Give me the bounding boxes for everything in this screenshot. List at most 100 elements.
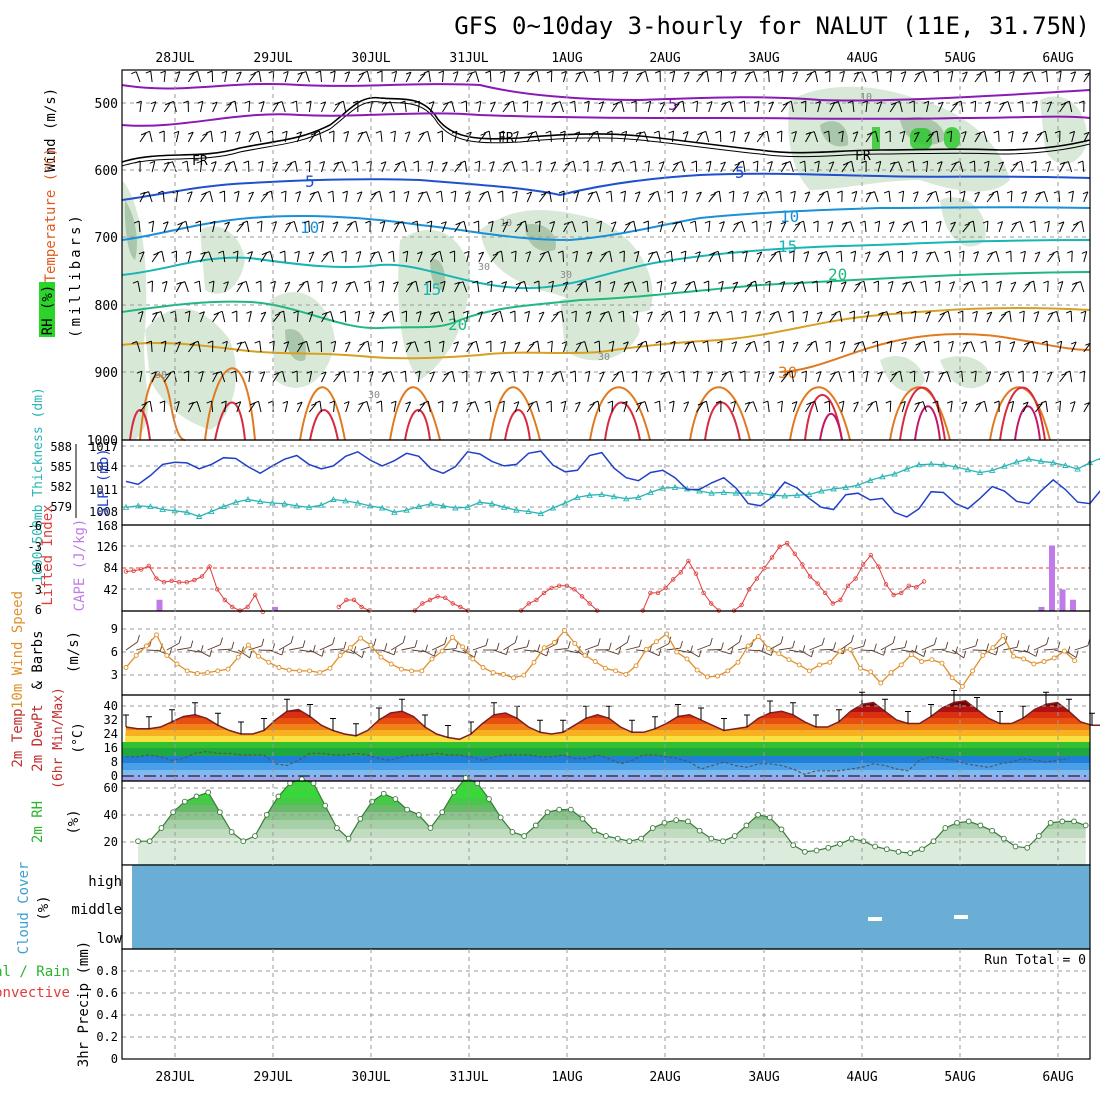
wind-barb (935, 191, 940, 203)
wind-speed-markers (123, 628, 1078, 689)
wind-barb (248, 251, 253, 263)
wind-barb-flag (390, 400, 397, 404)
wind-barb-flag (743, 191, 749, 195)
wind-barb (575, 251, 579, 263)
wind-barb (462, 281, 468, 293)
wind-barb-flag (887, 280, 894, 284)
wind-barb-flag (826, 280, 832, 284)
cape-bar (1059, 589, 1066, 611)
wind-barb (696, 251, 701, 263)
wind-barb-flag (777, 400, 783, 404)
wind-barb-flag (644, 160, 650, 164)
surface-barb (646, 649, 660, 657)
wind-barb (611, 162, 618, 173)
wind-barb-flag (702, 340, 708, 344)
wind-barb-flag (705, 160, 712, 164)
wind-barb (548, 191, 552, 203)
wind-barb (877, 371, 883, 383)
wind-barb (150, 71, 153, 83)
wind-barb (402, 221, 407, 233)
wind-barb (610, 190, 613, 203)
wind-barb-flag (573, 190, 579, 194)
date-label: 31JUL (449, 51, 488, 66)
wind-barb (792, 71, 798, 83)
wind-barb (1071, 401, 1076, 413)
wind-barb (345, 191, 348, 203)
surface-barb (289, 646, 304, 651)
wind-barb-flag (1079, 370, 1085, 374)
lifted-point (176, 580, 182, 585)
contour-label: 5 (305, 172, 315, 191)
wind-barb-flag (497, 190, 503, 194)
wind-barb (172, 161, 177, 173)
wind-barb (478, 160, 481, 173)
wind-barb-flag (683, 71, 690, 75)
wind-barb (853, 401, 859, 413)
wind-barb-flag (688, 280, 695, 284)
wind-barb (187, 131, 194, 143)
wind-barb-flag (318, 220, 324, 224)
surface-barb-flag (1057, 641, 1061, 649)
wind-barb-flag (226, 102, 232, 106)
wind-barb-flag (592, 130, 598, 134)
wind-barb (403, 161, 407, 173)
wind-barb-flag (144, 130, 150, 134)
wind-barb-flag (135, 160, 141, 164)
wind-barb (911, 221, 915, 233)
wind-barb-flag (920, 280, 926, 284)
wind-barb (490, 253, 499, 263)
top-date-axis: 28JUL 29JUL 30JUL 31JUL 1AUG 2AUG 3AUG 4… (155, 51, 1073, 66)
temp-tick: 8 (111, 755, 118, 769)
wind-barb (187, 251, 192, 263)
wind-barb (200, 192, 207, 203)
thickness-point (854, 481, 862, 488)
wind-barb (972, 221, 976, 233)
wind-barb (284, 222, 292, 233)
wind-barb (962, 401, 968, 413)
contour-label: 30 (155, 370, 167, 381)
wind-barb (1022, 191, 1027, 203)
wind-barb-flag (834, 310, 841, 314)
wind-barb-flag (196, 160, 202, 164)
surface-barb (941, 649, 956, 655)
wind-barb-flag (394, 221, 400, 225)
wind-barb (184, 281, 189, 293)
wind-barb-flag (907, 160, 914, 164)
wind-barb-flag (972, 310, 978, 314)
wind-barb (780, 401, 783, 413)
wind-barb-flag (604, 250, 610, 254)
wind-barb (841, 131, 844, 143)
wind-barb-flag (632, 310, 639, 314)
wind-barb (1022, 310, 1025, 323)
wind-barb (998, 102, 1006, 113)
wind-barb (647, 161, 651, 173)
wind-barb-flag (269, 340, 275, 344)
wind-barb-flag (414, 100, 420, 104)
wind-barb (901, 222, 909, 233)
wind-barb (442, 372, 450, 383)
wind-barb (1083, 311, 1087, 323)
wind-barb (984, 401, 988, 413)
wind-barb (392, 250, 395, 263)
wind-barb (212, 101, 218, 113)
thickness-point (598, 491, 606, 497)
wind-barb (391, 311, 395, 323)
wind-barb-flag (707, 371, 713, 375)
wind-barb-flag (365, 220, 371, 224)
wind-barb (974, 371, 977, 383)
wind-barb-flag (137, 310, 144, 314)
surface-barb (1043, 648, 1058, 651)
wind-barb-flag (381, 101, 388, 105)
surface-barb-flag (474, 650, 477, 658)
wind-barb (454, 163, 462, 173)
rh-point (252, 833, 258, 839)
wind-barb-flag (155, 311, 161, 315)
wind-barb (974, 100, 977, 113)
wind-barb-flag (865, 191, 872, 195)
wind-barb (404, 101, 407, 113)
wind-barb-flag (620, 190, 626, 194)
wind-barb-flag (930, 190, 937, 194)
wind-barb-flag (730, 71, 737, 74)
lifted-point (587, 601, 592, 606)
thickness-point (879, 473, 886, 480)
